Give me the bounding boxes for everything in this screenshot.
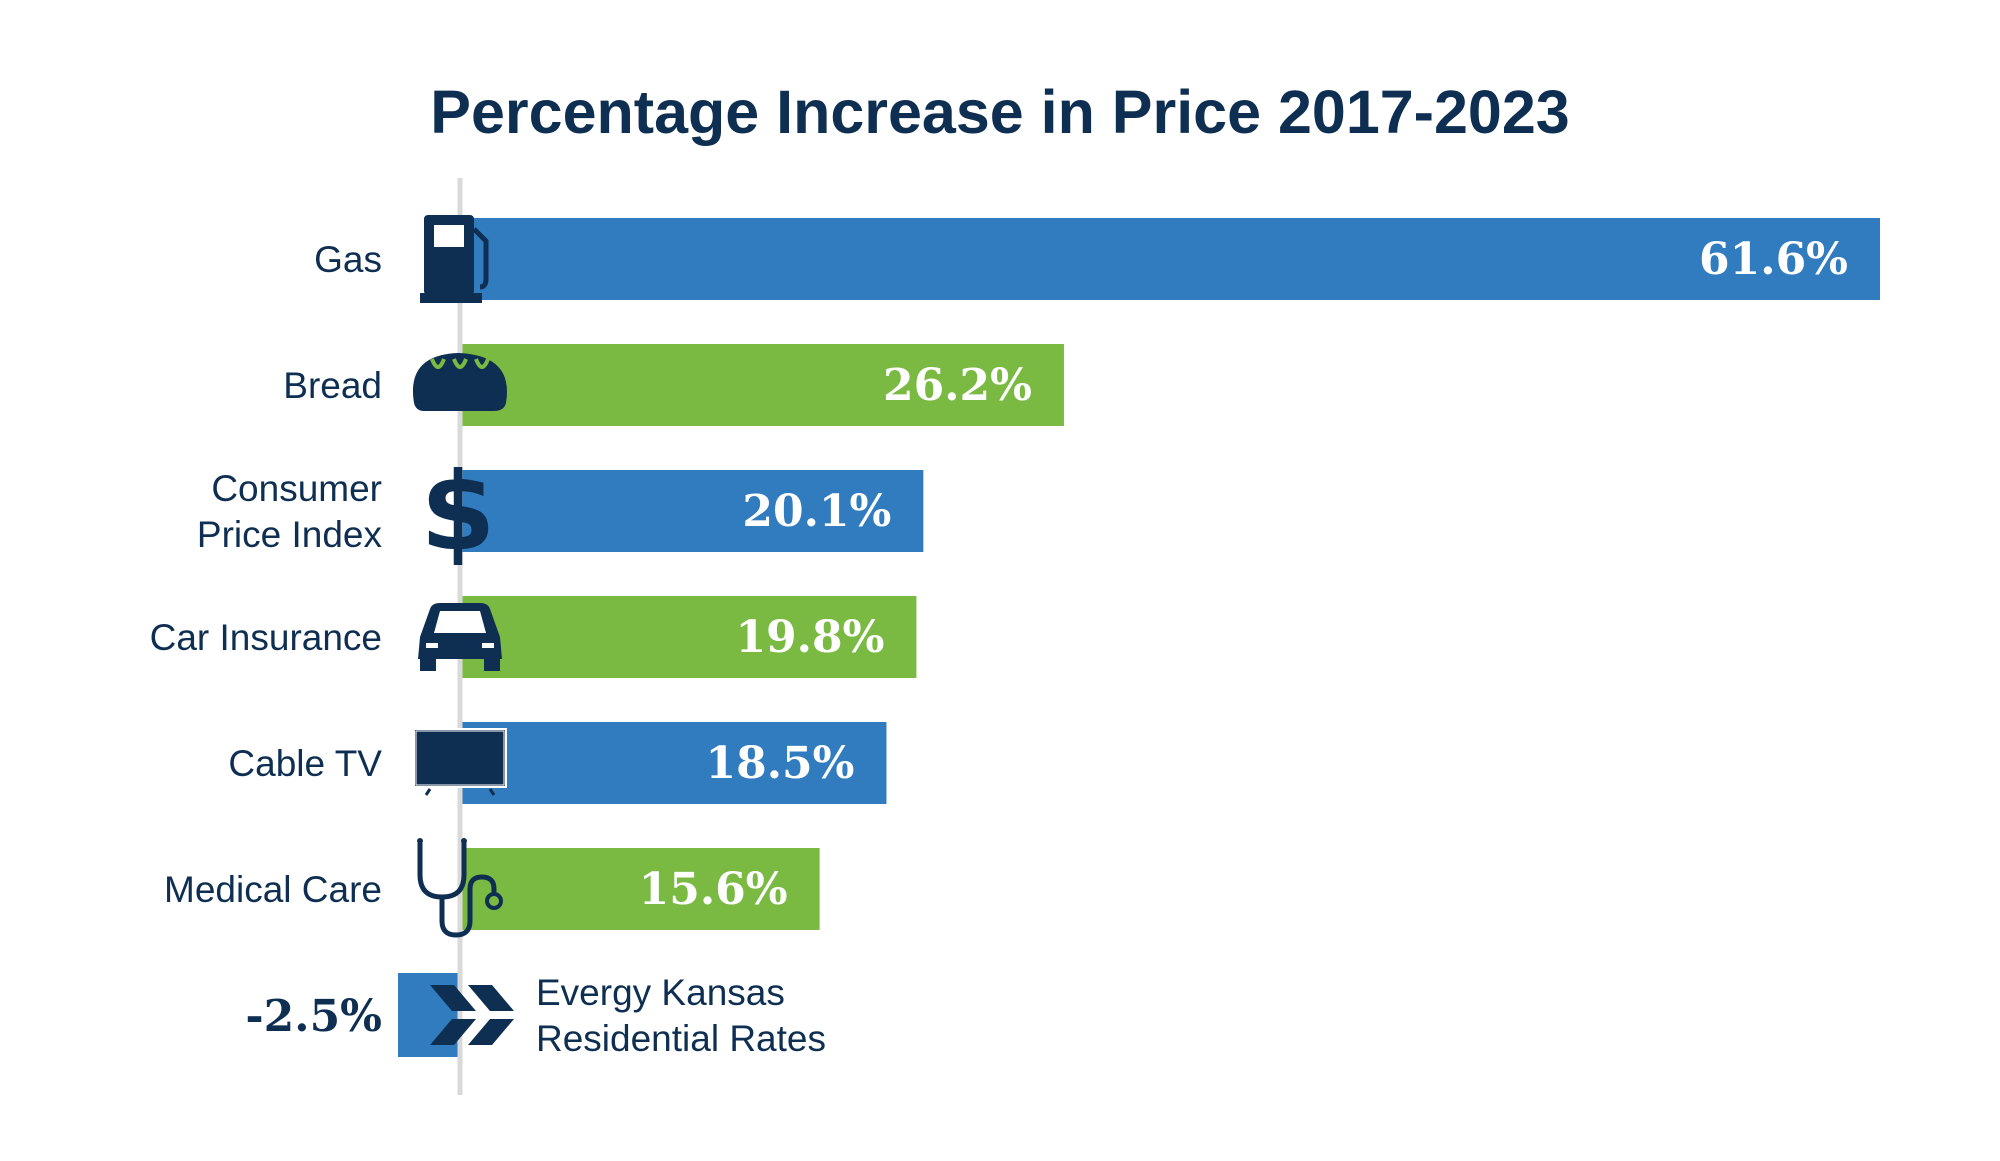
svg-text:$: $ (420, 450, 495, 575)
bar (460, 344, 1064, 426)
car-icon (418, 603, 502, 671)
gas-pump-icon (420, 215, 489, 303)
category-label: Price Index (197, 514, 383, 555)
category-label: Cable TV (228, 743, 382, 784)
data-label: 18.5% (705, 738, 854, 789)
data-label: 26.2% (883, 360, 1032, 411)
category-label: Gas (314, 239, 382, 280)
data-label: 20.1% (742, 486, 891, 537)
tv-icon (413, 728, 507, 796)
annotation-label: Evergy Kansas (536, 972, 785, 1013)
bar (460, 848, 820, 930)
data-label: 61.6% (1699, 234, 1848, 285)
dollar-sign-icon: $ (420, 450, 495, 575)
data-label: 19.8% (735, 612, 884, 663)
bar (460, 596, 917, 678)
bread-icon (412, 353, 507, 411)
chart-title: Percentage Increase in Price 2017-2023 (430, 78, 1570, 146)
evergy-logo-icon (430, 985, 514, 1045)
annotation-value-label: -2.5% (245, 991, 382, 1042)
stethoscope-icon (417, 838, 503, 938)
category-label: Car Insurance (150, 617, 382, 658)
bar (460, 722, 887, 804)
data-label: 15.6% (639, 864, 788, 915)
category-label: Bread (283, 365, 382, 406)
category-label: Consumer (211, 468, 382, 509)
bar (460, 470, 924, 552)
annotation-label: Residential Rates (536, 1018, 826, 1059)
category-label: Medical Care (164, 869, 382, 910)
bar (460, 218, 1880, 300)
